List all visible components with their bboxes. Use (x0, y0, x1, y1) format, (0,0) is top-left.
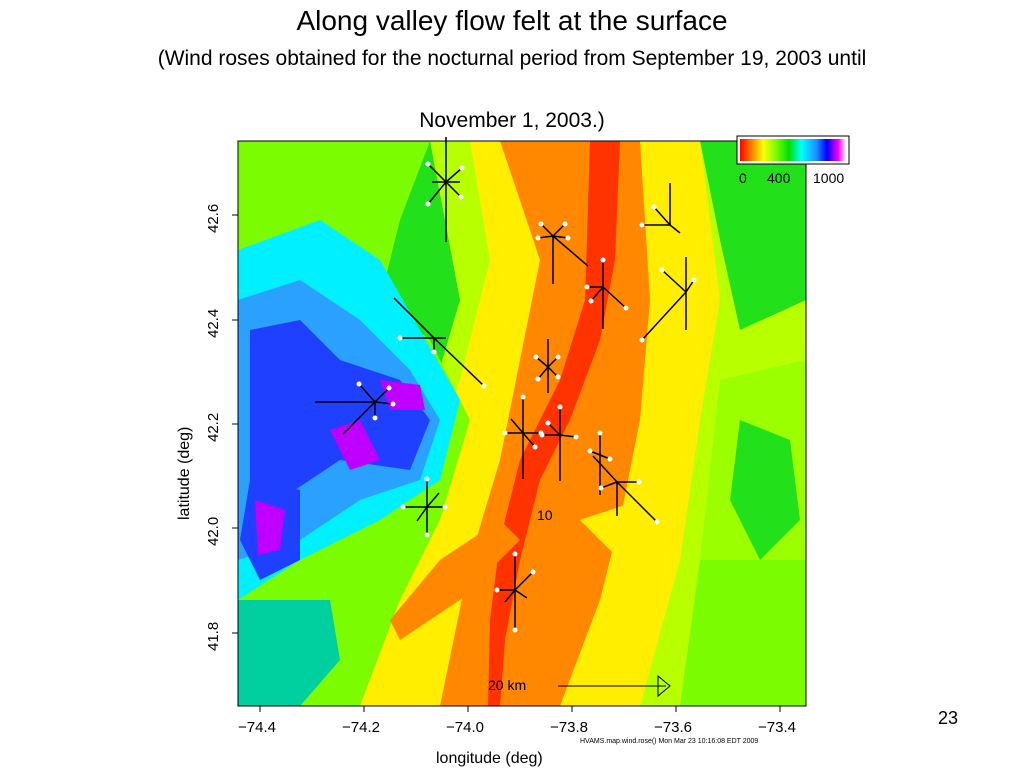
y-tick-label: 42.0 (205, 516, 222, 546)
wind-rose (494, 551, 536, 633)
slide-title: Along valley flow felt at the surface (296, 5, 728, 36)
x-tick-label: −74.2 (342, 719, 380, 736)
terrain-map (238, 141, 806, 706)
y-tick-label: 42.6 (205, 203, 222, 233)
x-axis-label: longitude (deg) (436, 750, 543, 767)
wind-rose (400, 476, 448, 538)
y-tick-label: 42.4 (205, 308, 222, 338)
axis-ticks (232, 214, 781, 712)
wind-rose (502, 394, 544, 479)
wind-rose (315, 381, 396, 435)
x-tick-label: −73.6 (654, 719, 692, 736)
colorbar-tick-label: 0 (739, 170, 747, 186)
wind-rose (539, 404, 579, 481)
colorbar-tick-label: 1000 (813, 170, 845, 186)
wind-rose (592, 455, 660, 525)
plot-footer-note: HVAMS.map.wind.rose() Mon Mar 23 10:16:0… (580, 738, 759, 745)
slide-subtitle-line2: November 1, 2003.) (419, 109, 605, 132)
scale-arrow (558, 674, 671, 698)
x-tick-label: −73.8 (550, 719, 588, 736)
colorbar (736, 135, 850, 165)
wind-rose (535, 221, 589, 284)
slide-subtitle-line1: (Wind roses obtained for the nocturnal p… (157, 47, 867, 70)
scale-label: 20 km (488, 677, 527, 693)
slide-number: 23 (938, 708, 959, 728)
x-tick-label: −74.4 (238, 719, 276, 736)
x-tick-label: −73.4 (758, 719, 796, 736)
y-tick-label: 42.2 (205, 412, 222, 442)
wind-rose (587, 430, 613, 495)
y-tick-label: 41.8 (205, 621, 222, 651)
wind-rose (639, 183, 681, 234)
wind-rose (639, 257, 697, 343)
contour-label: 10 (537, 507, 553, 523)
y-axis-label: latitude (deg) (176, 426, 193, 520)
wind-rose (584, 257, 629, 329)
wind-rose (425, 137, 465, 242)
x-tick-label: −74.0 (446, 719, 484, 736)
wind-roses (315, 137, 697, 633)
wind-rose (393, 297, 487, 389)
colorbar-tick-label: 400 (767, 170, 791, 186)
wind-rose (533, 339, 561, 393)
